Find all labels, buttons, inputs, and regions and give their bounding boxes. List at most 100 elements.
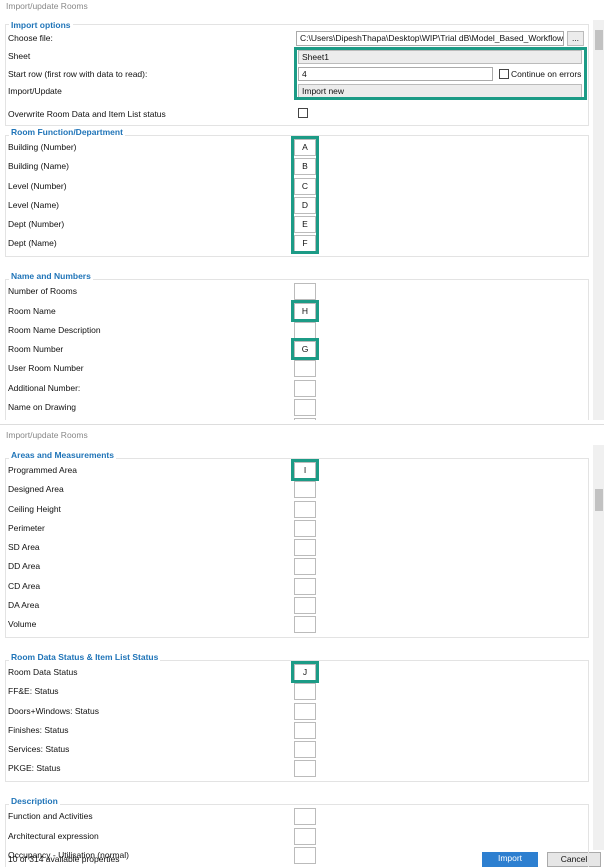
checkbox-label: Continue on errors [511,69,582,79]
field-label: Doors+Windows: Status [8,705,99,716]
scrollbar[interactable] [593,445,604,850]
mapping-cell[interactable] [294,683,316,701]
scroll-thumb[interactable] [595,489,603,511]
section-heading: Room Data Status & Item List Status [9,652,161,662]
highlight [291,338,319,360]
mapping-cell[interactable]: B [294,158,316,176]
field-label: Level (Number) [8,180,67,191]
section-heading: Import options [9,20,73,30]
browse-button[interactable]: ... [567,31,584,46]
field-label: Dept (Number) [8,219,65,229]
field-label: Perimeter [8,522,45,533]
checkbox[interactable] [499,69,509,79]
field-label: Sheet [8,51,31,61]
field-label: Dept (Name) [8,238,57,249]
mapping-cell[interactable] [294,827,316,845]
mapping-cell[interactable] [294,596,316,614]
field-label: Services: Status [8,744,70,754]
mapping-cell[interactable] [294,577,316,595]
mapping-cell[interactable] [294,379,316,397]
field-label: Building (Name) [8,161,69,172]
section-frame [5,804,589,867]
section-frame [5,458,589,638]
mapping-cell[interactable] [294,721,316,739]
field-label: CD Area [8,580,41,591]
mapping-cell[interactable] [294,418,316,420]
mapping-cell[interactable] [294,321,316,339]
field-label: DD Area [8,561,41,572]
field-label: Architectural expression [8,830,99,841]
field-label: Room Number [8,344,64,354]
field-label: Finishes: Status [8,724,69,735]
field-label: SD Area [8,542,40,552]
status-text: 10 of 314 available properties [8,854,120,864]
mapping-cell[interactable] [294,760,316,778]
mapping-cell[interactable] [294,360,316,378]
field-label: Name on Drawing [8,401,77,412]
mapping-cell[interactable] [294,846,316,864]
start-row-input[interactable]: 4 [298,67,493,81]
field-label: Start row (first row with data to read): [8,69,148,79]
section-frame [5,660,589,783]
highlight [294,47,587,100]
mapping-cell[interactable]: C [294,177,316,195]
checkbox[interactable] [298,108,308,118]
mapping-cell[interactable] [294,500,316,518]
mapping-cell[interactable] [294,283,316,301]
mapping-cell[interactable] [294,398,316,416]
mapping-cell[interactable] [294,519,316,537]
field-label: Occupancy - Utilisation (normal) [8,849,129,860]
section-heading: Name and Numbers [9,271,93,282]
mapping-cell[interactable]: G [294,341,316,358]
field-label: PKGE: Status [8,763,61,774]
section-heading: Areas and Measurements [9,450,116,460]
highlight [291,459,319,481]
field-label: Function and Activities [8,811,93,822]
mapping-cell[interactable] [294,616,316,633]
section-heading: Description [9,796,60,807]
highlight [291,661,319,683]
field-label: Building (Number) [8,142,77,152]
sheet-dropdown[interactable]: Sheet1 [298,50,582,64]
section-heading: Room Function/Department [9,127,125,137]
field-label: Additional Number: [8,382,81,393]
field-label: Designed Area [8,484,64,495]
field-label: Room Name [8,305,56,316]
top-panel: Import/update Rooms Import options Choos… [0,0,604,420]
field-label: Ceiling Height [8,503,61,514]
field-label: Choose file: [8,33,53,43]
field-label: Overwrite Room Data and Item List status [8,109,166,119]
field-label: Level (Name) [8,199,60,210]
field-label: FF&E: Status [8,686,59,697]
section-frame [5,24,589,126]
bottom-panel: Import/update Rooms 10 of 314 available … [0,424,604,867]
section-frame [5,135,589,258]
highlight [291,136,319,255]
mapping-cell[interactable]: A [294,139,316,156]
scroll-thumb[interactable] [595,30,603,50]
field-label: Room Name Description [8,324,101,335]
field-label: Programmed Area [8,465,77,475]
field-label: Room Data Status [8,667,78,677]
mapping-cell[interactable] [294,702,316,720]
mapping-cell[interactable] [294,539,316,556]
mapping-cell[interactable] [294,481,316,499]
highlight [291,299,319,322]
mapping-cell[interactable] [294,558,316,576]
import-button[interactable]: Import [482,852,538,867]
field-label: Number of Rooms [8,286,77,297]
mapping-cell[interactable] [294,741,316,758]
dialog-title: Import/update Rooms [6,1,88,11]
mapping-cell[interactable] [294,808,316,826]
field-label: DA Area [8,599,40,610]
mapping-cell[interactable]: E [294,216,316,233]
file-path[interactable]: C:\Users\DipeshThapa\Desktop\WIP\Trial d… [296,31,564,46]
field-label: Volume [8,619,37,629]
field-label: User Room Number [8,363,84,374]
section-frame [5,279,589,420]
dialog-title: Import/update Rooms [6,430,88,440]
field-label: Import/Update [8,86,62,96]
mapping-cell[interactable]: D [294,196,316,214]
scrollbar[interactable] [593,20,604,420]
